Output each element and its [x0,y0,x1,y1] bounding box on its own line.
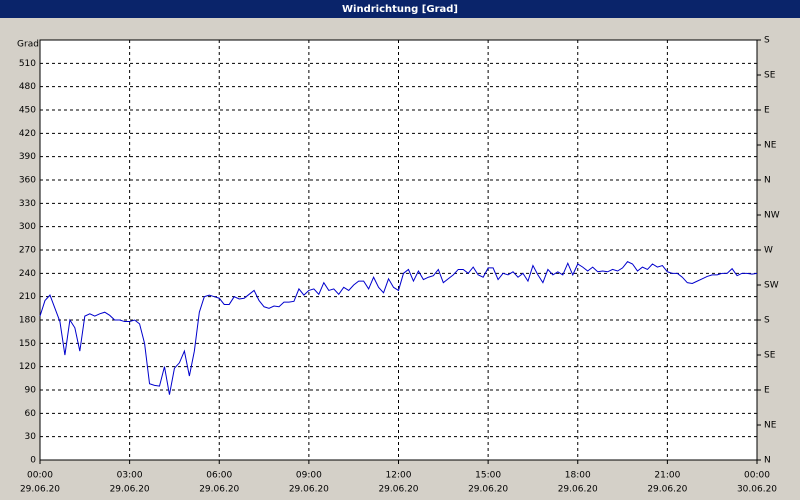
x-tick-date: 29.06.20 [468,485,508,495]
y-tick-label: 0 [30,456,36,466]
y-tick-label: 60 [25,409,37,419]
x-tick-label: 06:00 [206,471,232,481]
x-tick-date: 29.06.20 [110,485,150,495]
y-tick-label: 150 [19,339,36,349]
y-tick-label: 300 [19,222,36,232]
y-tick-label: 390 [19,152,36,162]
y2-tick-label: NE [764,141,777,151]
y-tick-label: 270 [19,246,36,256]
y2-tick-label: S [764,36,770,46]
y2-tick-label: E [764,106,770,116]
y2-tick-label: N [764,456,771,466]
x-tick-label: 18:00 [565,471,591,481]
y2-tick-label: SE [764,71,776,81]
y2-tick-label: SE [764,351,776,361]
y2-tick-label: NW [764,211,780,221]
title-bar [0,0,800,18]
y-tick-label: 420 [19,129,36,139]
y-tick-label: 90 [25,386,37,396]
x-tick-label: 00:00 [744,471,770,481]
y-tick-label: 120 [19,362,36,372]
x-tick-date: 29.06.20 [289,485,329,495]
x-tick-label: 00:00 [27,471,53,481]
y-tick-label: 510 [19,59,36,69]
x-tick-label: 15:00 [475,471,501,481]
y-tick-label: 180 [19,316,36,326]
x-tick-date: 29.06.20 [647,485,687,495]
x-tick-date: 29.06.20 [20,485,60,495]
x-tick-date: 29.06.20 [558,485,598,495]
y-tick-label: 30 [25,432,37,442]
y-tick-label: 360 [19,176,36,186]
x-tick-date: 30.06.20 [737,485,777,495]
y-axis-label: Grad [17,40,39,50]
data-line [39,261,758,395]
x-tick-label: 12:00 [386,471,412,481]
y2-tick-label: N [764,176,771,186]
y2-tick-label: E [764,386,770,396]
y-tick-label: 240 [19,269,36,279]
y2-tick-label: W [764,246,773,256]
y-tick-label: 210 [19,292,36,302]
x-tick-label: 21:00 [654,471,680,481]
x-tick-label: 09:00 [296,471,322,481]
x-tick-date: 29.06.20 [378,485,418,495]
y-tick-label: 330 [19,199,36,209]
x-tick-date: 29.06.20 [199,485,239,495]
y2-tick-label: SW [764,281,779,291]
y-tick-label: 480 [19,82,36,92]
y2-tick-label: S [764,316,770,326]
y2-tick-label: NE [764,421,777,431]
x-tick-label: 03:00 [117,471,143,481]
window-title: Windrichtung [Grad] [342,4,458,15]
y-tick-label: 450 [19,106,36,116]
